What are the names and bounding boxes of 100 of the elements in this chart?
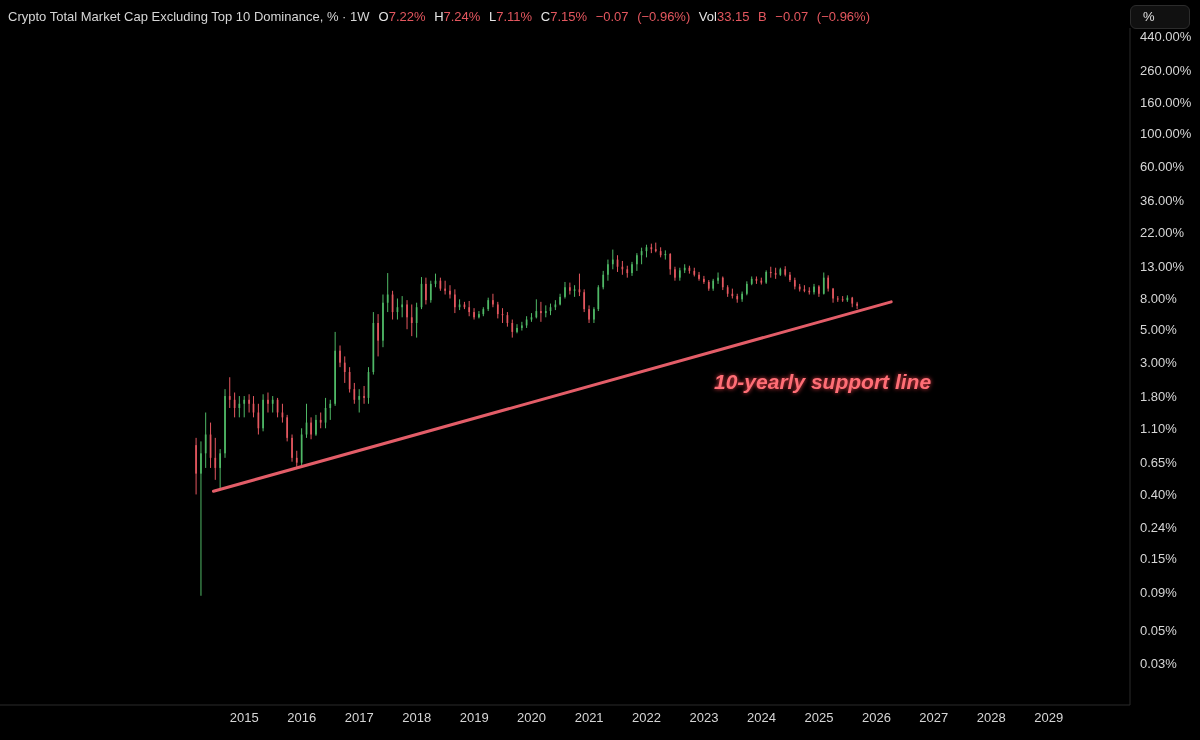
- y-tick-label: 3.00%: [1140, 355, 1178, 371]
- candlestick: [808, 286, 811, 296]
- candlestick: [674, 266, 676, 282]
- x-tick-label: 2028: [976, 710, 1006, 726]
- candlestick: [741, 291, 743, 303]
- candlestick: [386, 272, 389, 313]
- y-tick-label: 22.00%: [1140, 224, 1185, 240]
- candlestick: [204, 412, 207, 469]
- candlestick: [291, 434, 293, 463]
- y-tick-label: 0.40%: [1140, 487, 1178, 503]
- y-tick-label: 100.00%: [1140, 125, 1192, 141]
- candlestick: [200, 440, 202, 597]
- x-tick-label: 2022: [632, 710, 662, 726]
- x-tick-label: 2027: [919, 710, 949, 726]
- candlestick: [410, 303, 413, 337]
- candlestick: [406, 299, 408, 330]
- candlestick: [310, 416, 312, 440]
- percent-button: %: [1130, 5, 1190, 29]
- x-tick-label: 2020: [517, 710, 547, 726]
- candlestick: [611, 249, 614, 270]
- candlestick: [827, 274, 830, 293]
- candlestick: [248, 393, 250, 413]
- candlestick: [678, 267, 681, 282]
- candlestick: [569, 282, 571, 296]
- x-tick-label: 2015: [229, 710, 259, 726]
- candlestick: [516, 323, 518, 334]
- candlestick: [339, 344, 341, 368]
- candlestick: [343, 355, 346, 384]
- y-tick-label: 36.00%: [1140, 192, 1185, 208]
- y-tick-label: 60.00%: [1140, 159, 1185, 175]
- candlestick: [813, 283, 815, 296]
- candlestick: [449, 284, 451, 299]
- candlestick: [559, 293, 561, 306]
- text: O7.22% H7.24% L7.11% C7.15% −0.07 (−0.96%) Vol33.15 B −0.07 (−0.96%): [378, 9, 870, 24]
- annotation: 10-yearly support line: [714, 370, 932, 394]
- y-tick-label: 0.05%: [1140, 623, 1178, 639]
- candlestick: [769, 266, 772, 279]
- candlestick: [703, 275, 705, 285]
- chart-title: Crypto Total Market Cap Excluding Top 10 Dominance, % · 1W: [8, 9, 370, 24]
- y-tick-label: 5.00%: [1140, 321, 1178, 337]
- x-tick-label: 2025: [804, 710, 834, 726]
- y-tick-label: 0.09%: [1140, 584, 1178, 600]
- candlestick: [564, 281, 566, 299]
- candlestick: [358, 388, 361, 413]
- candlestick: [334, 331, 336, 407]
- x-tick-label: 2019: [459, 710, 489, 726]
- x-tick-label: 2026: [861, 710, 891, 726]
- candlestick: [262, 393, 264, 432]
- candlestick: [473, 307, 475, 321]
- candlestick: [401, 295, 404, 318]
- candlestick: [195, 437, 197, 495]
- y-tick-label: 8.00%: [1140, 291, 1178, 307]
- candlestick: [698, 271, 700, 282]
- candlestick: [286, 414, 289, 442]
- x-tick-label: 2023: [689, 710, 719, 726]
- candlestick: [511, 319, 514, 339]
- candlestick: [382, 294, 384, 348]
- candlestick: [607, 259, 609, 282]
- y-tick-label: 1.10%: [1140, 420, 1178, 436]
- candlestick: [478, 310, 480, 319]
- candlestick: [540, 301, 542, 323]
- candlestick: [521, 321, 523, 332]
- x-tick-label: 2016: [287, 710, 317, 726]
- x-tick-label: 2018: [402, 710, 432, 726]
- y-tick-label: 13.00%: [1140, 259, 1185, 275]
- y-tick-label: 160.00%: [1140, 95, 1192, 111]
- candlestick: [228, 376, 231, 409]
- candlestick: [583, 288, 586, 313]
- y-tick-label: 260.00%: [1140, 63, 1192, 79]
- x-tick-label: 2017: [344, 710, 374, 726]
- candlestick: [717, 272, 719, 285]
- candlestick: [832, 287, 834, 304]
- candlestick: [238, 395, 241, 418]
- candlestick: [267, 392, 269, 413]
- candlestick: [444, 280, 446, 296]
- y-tick-label: 0.24%: [1140, 520, 1178, 536]
- y-tick-label: 0.65%: [1140, 455, 1178, 471]
- y-tick-label: 0.03%: [1140, 656, 1178, 672]
- candlestick: [429, 280, 432, 304]
- candlestick: [602, 270, 605, 290]
- candlestick: [224, 388, 226, 459]
- candlestick: [593, 306, 595, 324]
- x-tick-label: 2029: [1034, 710, 1064, 726]
- candlestick: [745, 280, 748, 296]
- candlestick: [492, 293, 494, 308]
- candlestick: [822, 272, 825, 296]
- x-tick-label: 2021: [574, 710, 604, 726]
- candlestick: [219, 448, 221, 489]
- y-tick-label: 440.00%: [1140, 28, 1192, 44]
- candlestick: [214, 437, 217, 481]
- candlestick: [631, 261, 633, 277]
- candlestick: [329, 399, 332, 421]
- candlestick: [818, 284, 820, 298]
- candlestick: [425, 277, 427, 305]
- candlestick: [363, 385, 365, 405]
- candlestick: [588, 304, 590, 324]
- candlestick: [669, 252, 672, 276]
- candlestick: [597, 284, 600, 312]
- candlestick: [243, 395, 246, 418]
- y-tick-label: 1.80%: [1140, 388, 1178, 404]
